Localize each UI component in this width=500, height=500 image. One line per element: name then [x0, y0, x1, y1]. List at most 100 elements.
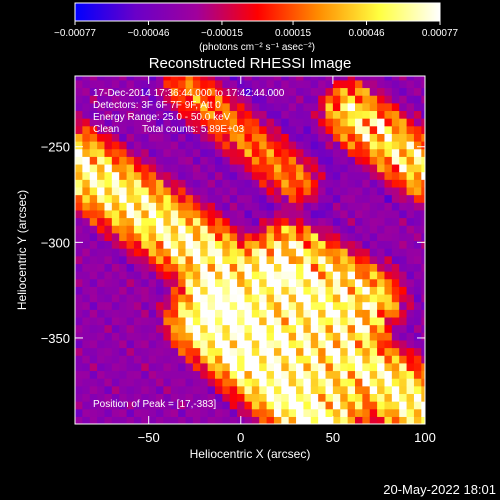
heatmap-cell — [133, 95, 142, 104]
heatmap-cell — [207, 225, 216, 234]
heatmap-cell — [104, 362, 113, 372]
heatmap-cell — [156, 156, 165, 165]
heatmap-cell — [229, 141, 238, 150]
heatmap-cell — [303, 293, 312, 303]
heatmap-cell — [266, 316, 275, 326]
heatmap-cell — [369, 225, 378, 234]
heatmap-cell — [325, 95, 334, 104]
heatmap-cell — [296, 401, 305, 410]
heatmap-cell — [170, 248, 179, 257]
heatmap-cell — [156, 240, 165, 249]
heatmap-cell — [259, 76, 268, 81]
heatmap-cell — [347, 401, 356, 410]
heatmap-cell — [369, 125, 378, 134]
heatmap-cell — [310, 263, 319, 272]
heatmap-cell — [222, 378, 231, 387]
heatmap-cell — [406, 179, 415, 188]
heatmap-cell — [318, 316, 327, 326]
heatmap-cell — [237, 408, 246, 417]
heatmap-cell — [192, 293, 201, 303]
heatmap-cell — [251, 332, 260, 341]
heatmap-cell — [215, 393, 223, 402]
heatmap-cell — [281, 95, 290, 104]
heatmap-cell — [391, 232, 400, 242]
heatmap-cell — [237, 194, 246, 203]
heatmap-cell — [296, 202, 305, 211]
heatmap-cell — [340, 202, 349, 211]
heatmap-cell — [296, 301, 305, 310]
heatmap-cell — [413, 171, 422, 180]
heatmap-cell — [259, 255, 268, 264]
heatmap-cell — [288, 255, 297, 264]
heatmap-cell — [170, 79, 179, 89]
heatmap-cell — [421, 95, 425, 104]
heatmap-cell — [244, 393, 253, 402]
heatmap-cell — [281, 156, 290, 165]
heatmap-cell — [340, 393, 349, 402]
heatmap-cell — [97, 156, 106, 165]
heatmap-cell — [288, 408, 297, 417]
heatmap-cell — [332, 102, 341, 112]
heatmap-cell — [133, 110, 142, 119]
heatmap-cell — [170, 393, 179, 402]
heatmap-cell — [391, 255, 400, 264]
heatmap-cell — [347, 194, 356, 203]
heatmap-cell — [310, 163, 319, 173]
heatmap-cell — [391, 217, 400, 226]
heatmap-cell — [421, 401, 425, 410]
heatmap-cell — [237, 332, 246, 341]
info-clean: Clean — [93, 124, 119, 135]
heatmap-cell — [119, 332, 128, 341]
heatmap-cell — [266, 179, 275, 188]
heatmap-cell — [126, 232, 135, 242]
heatmap-cell — [133, 225, 142, 234]
heatmap-cell — [421, 209, 425, 219]
heatmap-cell — [259, 133, 268, 142]
heatmap-cell — [192, 263, 201, 272]
heatmap-cell — [421, 148, 425, 157]
heatmap-cell — [421, 301, 425, 310]
heatmap-cell — [148, 209, 157, 219]
heatmap-cell — [310, 316, 319, 326]
heatmap-cell — [347, 225, 356, 234]
heatmap-cell — [325, 156, 334, 165]
heatmap-cell — [97, 232, 106, 242]
heatmap-cell — [296, 339, 305, 349]
heatmap-cell — [222, 148, 231, 157]
heatmap-cell — [325, 118, 334, 127]
heatmap-cell — [369, 118, 378, 127]
heatmap-cell — [185, 156, 194, 165]
heatmap-cell — [244, 385, 253, 395]
heatmap-cell — [318, 263, 327, 272]
heatmap-cell — [163, 271, 172, 280]
heatmap-cell — [355, 370, 363, 379]
heatmap-cell — [141, 179, 150, 188]
heatmap-cell — [156, 393, 165, 402]
heatmap-cell — [222, 141, 231, 150]
heatmap-cell — [222, 217, 231, 226]
heatmap-cell — [251, 110, 260, 119]
heatmap-cell — [163, 401, 172, 410]
heatmap-cell — [266, 255, 275, 264]
heatmap-cell — [148, 217, 157, 226]
heatmap-cell — [259, 385, 268, 395]
heatmap-cell — [148, 225, 157, 234]
heatmap-cell — [89, 347, 98, 356]
heatmap-cell — [148, 324, 157, 333]
y-tick-label: −250 — [41, 140, 70, 155]
heatmap-cell — [156, 293, 165, 303]
heatmap-cell — [413, 118, 422, 127]
heatmap-cell — [126, 401, 135, 410]
heatmap-cell — [369, 232, 378, 242]
heatmap-cell — [178, 79, 187, 89]
heatmap-cell — [192, 301, 201, 310]
heatmap-cell — [126, 332, 135, 341]
heatmap-cell — [156, 125, 165, 134]
heatmap-cell — [413, 194, 422, 203]
heatmap-cell — [207, 301, 216, 310]
heatmap-cell — [296, 309, 305, 318]
heatmap-cell — [310, 179, 319, 188]
heatmap-cell — [185, 401, 194, 410]
heatmap-cell — [391, 263, 400, 272]
heatmap-cell — [237, 87, 246, 96]
